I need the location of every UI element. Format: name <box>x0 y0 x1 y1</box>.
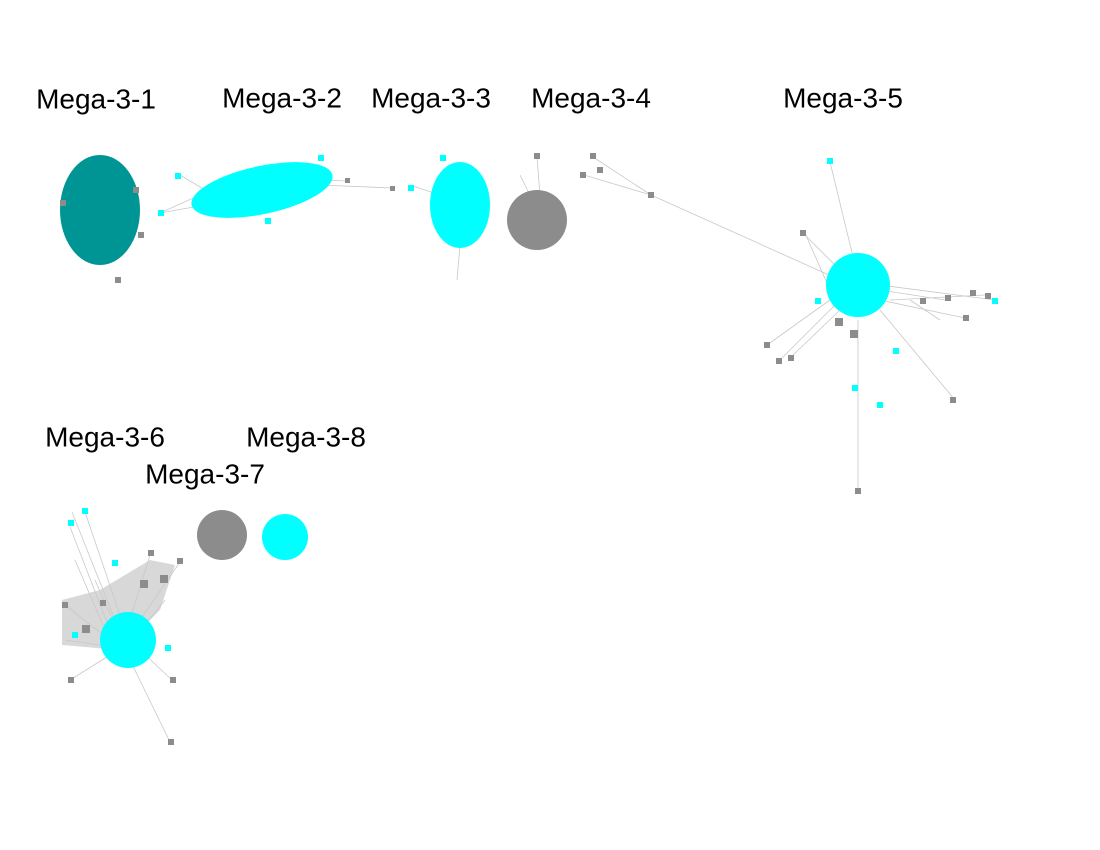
node <box>140 580 148 588</box>
node <box>963 315 969 321</box>
node <box>850 330 858 338</box>
node <box>177 558 183 564</box>
node <box>318 155 324 161</box>
node <box>60 200 66 206</box>
nodes <box>534 153 654 198</box>
cluster-label: Mega-3-2 <box>222 82 342 113</box>
nodes <box>68 508 171 651</box>
node <box>158 210 164 216</box>
cluster-blob <box>100 612 156 668</box>
node <box>345 178 350 183</box>
cluster-blob <box>826 253 890 317</box>
node <box>170 677 176 683</box>
node <box>440 155 446 161</box>
node <box>597 167 603 173</box>
cluster-blob <box>430 162 490 248</box>
node <box>648 192 654 198</box>
node <box>970 290 976 296</box>
cluster-label: Mega-3-5 <box>783 82 903 113</box>
node <box>390 186 395 191</box>
cluster-label: Mega-3-4 <box>531 82 651 113</box>
node <box>835 318 843 326</box>
cluster-label: Mega-3-3 <box>371 82 491 113</box>
cluster-label: Mega-3-7 <box>145 458 265 489</box>
node <box>580 172 586 178</box>
node <box>992 298 998 304</box>
nodes <box>764 230 991 494</box>
node <box>72 632 78 638</box>
node <box>852 385 858 391</box>
node <box>68 520 74 526</box>
node <box>82 508 88 514</box>
cluster-label: Mega-3-6 <box>45 421 165 452</box>
node <box>115 277 121 283</box>
node <box>165 645 171 651</box>
cluster-label: Mega-3-8 <box>246 421 366 452</box>
node <box>776 358 782 364</box>
node <box>920 298 926 304</box>
node <box>764 342 770 348</box>
node <box>893 348 899 354</box>
node <box>62 602 68 608</box>
node <box>800 230 806 236</box>
node <box>148 550 154 556</box>
node <box>534 153 540 159</box>
node <box>827 158 833 164</box>
node <box>112 560 118 566</box>
cluster-blob <box>197 510 247 560</box>
node <box>82 625 90 633</box>
nodes <box>158 155 395 224</box>
nodes <box>60 187 144 283</box>
node <box>68 677 74 683</box>
node <box>590 153 596 159</box>
node <box>168 739 174 745</box>
node <box>265 218 271 224</box>
node <box>788 355 794 361</box>
nodes <box>62 550 183 745</box>
cluster-blob <box>60 155 140 265</box>
node <box>100 600 106 606</box>
node <box>950 397 956 403</box>
node <box>133 187 139 193</box>
node <box>855 488 861 494</box>
node <box>175 173 181 179</box>
cluster-blob <box>507 190 567 250</box>
cluster-label: Mega-3-1 <box>36 83 156 114</box>
cluster-blob <box>262 514 308 560</box>
node <box>815 298 821 304</box>
node <box>945 295 951 301</box>
node <box>408 185 414 191</box>
edge <box>159 156 996 490</box>
node <box>877 402 883 408</box>
nodes <box>408 155 446 191</box>
node <box>138 232 144 238</box>
node <box>160 575 168 583</box>
nodes <box>815 158 998 408</box>
cluster-blob <box>191 162 333 218</box>
node <box>985 293 991 299</box>
